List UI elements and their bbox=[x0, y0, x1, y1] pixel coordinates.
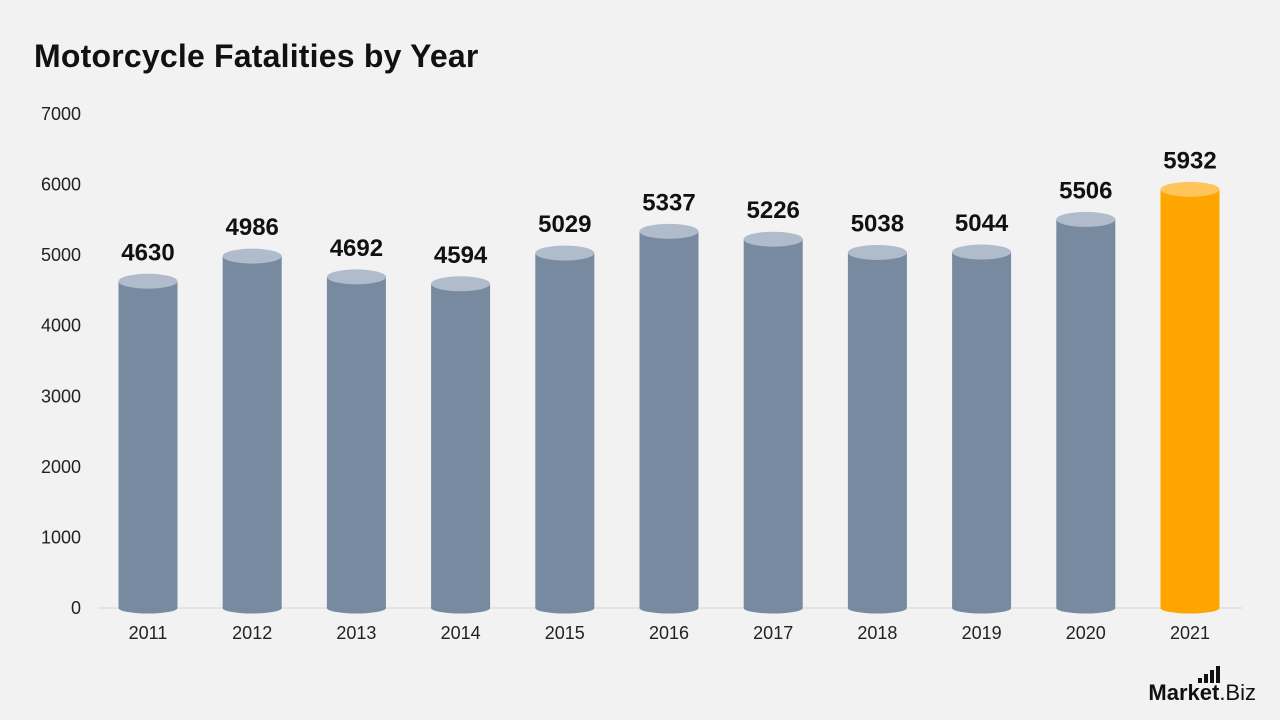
bar-value-label: 5038 bbox=[851, 210, 904, 237]
marketbiz-logo: Market .Biz bbox=[1148, 666, 1256, 706]
bar bbox=[1056, 219, 1116, 608]
x-tick-label: 2021 bbox=[1170, 623, 1210, 643]
bar bbox=[1160, 189, 1220, 608]
bar-value-label: 5932 bbox=[1163, 147, 1216, 174]
bar-base bbox=[847, 602, 907, 614]
bar bbox=[639, 231, 699, 608]
x-tick-label: 2015 bbox=[545, 623, 585, 643]
chart-title: Motorcycle Fatalities by Year bbox=[34, 38, 479, 74]
bar-top bbox=[535, 245, 595, 261]
y-tick-label: 5000 bbox=[41, 245, 81, 265]
bar-top bbox=[1056, 211, 1116, 227]
x-tick-label: 2020 bbox=[1066, 623, 1106, 643]
bar bbox=[743, 239, 803, 608]
bar bbox=[431, 283, 491, 608]
y-tick-label: 6000 bbox=[41, 175, 81, 195]
bar-value-label: 5029 bbox=[538, 211, 591, 238]
logo-brand-text: Market bbox=[1148, 680, 1220, 705]
bar-base bbox=[326, 602, 386, 614]
bar-base bbox=[535, 602, 595, 614]
y-tick-label: 3000 bbox=[41, 386, 81, 406]
x-tick-label: 2019 bbox=[962, 623, 1002, 643]
bar-value-label: 4594 bbox=[434, 242, 488, 269]
bar-top bbox=[118, 273, 178, 289]
logo-suffix-text: .Biz bbox=[1219, 680, 1256, 705]
logo-bars-icon bbox=[1198, 666, 1220, 683]
bar-top bbox=[222, 248, 282, 264]
x-tick-label: 2016 bbox=[649, 623, 689, 643]
bar-value-label: 5044 bbox=[955, 210, 1009, 237]
x-tick-label: 2011 bbox=[129, 623, 168, 643]
y-tick-label: 4000 bbox=[41, 316, 81, 336]
bar-value-label: 5506 bbox=[1059, 177, 1112, 204]
bar-top bbox=[1160, 181, 1220, 197]
bar bbox=[847, 252, 907, 609]
bar-top bbox=[639, 223, 699, 239]
bar-value-label: 4986 bbox=[226, 214, 279, 241]
bar-base bbox=[118, 602, 178, 614]
bar bbox=[222, 256, 282, 608]
y-tick-label: 0 bbox=[71, 598, 81, 618]
x-tick-label: 2017 bbox=[753, 623, 793, 643]
x-tick-label: 2012 bbox=[232, 623, 272, 643]
bar-base bbox=[743, 602, 803, 614]
bar-top bbox=[847, 244, 907, 260]
bar-top bbox=[326, 269, 386, 285]
bar-top bbox=[952, 244, 1012, 260]
bar-value-label: 4630 bbox=[121, 239, 174, 266]
bar-base bbox=[222, 602, 282, 614]
x-tick-label: 2018 bbox=[857, 623, 897, 643]
bar-base bbox=[1056, 602, 1116, 614]
bar-base bbox=[431, 602, 491, 614]
bar-value-label: 4692 bbox=[330, 235, 383, 262]
bar-value-label: 5337 bbox=[642, 189, 695, 216]
y-tick-label: 1000 bbox=[41, 527, 81, 547]
bar-base bbox=[1160, 602, 1220, 614]
bar bbox=[535, 253, 595, 608]
bar-value-label: 5226 bbox=[747, 197, 800, 224]
bar bbox=[952, 252, 1012, 608]
bar-top bbox=[743, 231, 803, 247]
y-tick-label: 7000 bbox=[41, 104, 81, 124]
y-tick-label: 2000 bbox=[41, 457, 81, 477]
bar bbox=[326, 276, 386, 608]
bar-base bbox=[952, 602, 1012, 614]
x-tick-label: 2014 bbox=[441, 623, 481, 643]
bar bbox=[118, 281, 178, 608]
bar-base bbox=[639, 602, 699, 614]
bar-top bbox=[431, 276, 491, 292]
x-tick-label: 2013 bbox=[336, 623, 376, 643]
